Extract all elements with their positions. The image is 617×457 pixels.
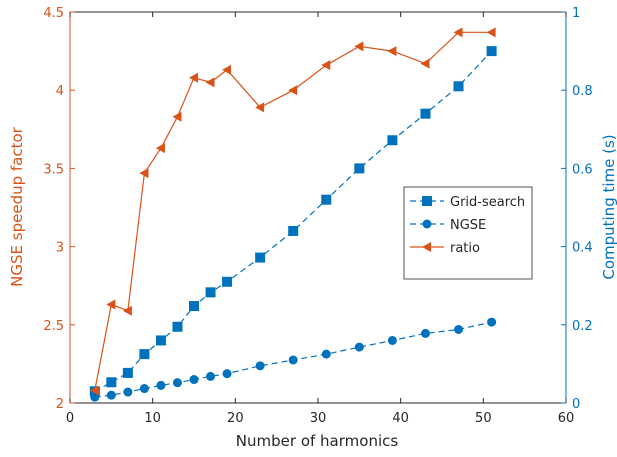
y-right-tick-label: 0.8 — [572, 84, 593, 99]
data-point-ratio — [453, 27, 463, 38]
y-right-tick-label: 0.4 — [572, 241, 593, 256]
y-left-tick-label: 4.5 — [43, 6, 64, 21]
data-point-ngse — [123, 387, 133, 397]
x-tick-label: 10 — [144, 411, 161, 426]
series-ratio — [89, 27, 496, 396]
data-point-grid-search — [139, 349, 150, 360]
data-point-ngse — [222, 369, 232, 379]
data-point-ratio — [354, 41, 364, 52]
y-left-tick-label: 4 — [56, 84, 64, 99]
data-point-ratio — [189, 72, 198, 83]
data-point-grid-search — [387, 135, 398, 146]
y-right-tick-label: 1 — [572, 6, 580, 21]
x-tick-label: 30 — [310, 411, 327, 426]
data-point-ratio — [172, 111, 182, 122]
data-point-ratio — [255, 102, 265, 113]
y-left-tick-label: 3 — [56, 241, 64, 256]
data-point-ratio — [155, 143, 165, 154]
data-point-ratio — [288, 85, 298, 96]
data-point-ngse — [106, 390, 116, 400]
data-point-ngse — [288, 355, 298, 365]
data-point-ngse — [387, 335, 397, 345]
data-point-ratio — [486, 27, 496, 38]
data-point-ratio — [139, 168, 149, 179]
data-point-grid-search — [205, 287, 216, 298]
series-ngse — [90, 317, 497, 402]
legend-label-ratio: ratio — [450, 241, 480, 256]
legend-marker-ngse — [422, 219, 432, 229]
data-point-grid-search — [172, 321, 183, 332]
data-point-ngse — [354, 342, 364, 352]
data-point-grid-search — [288, 225, 299, 236]
data-point-ngse — [90, 392, 100, 402]
data-point-grid-search — [189, 301, 199, 312]
legend-label-ngse: NGSE — [450, 218, 486, 233]
y-axis-right-label: Computing time (s) — [600, 134, 617, 279]
y-right-tick-label: 0 — [572, 397, 580, 412]
legend-marker-ratio — [422, 242, 431, 252]
data-point-ngse — [139, 384, 149, 394]
legend-marker-grid-search — [422, 196, 432, 206]
data-point-ngse — [487, 317, 497, 327]
data-point-grid-search — [222, 276, 233, 287]
data-point-grid-search — [155, 335, 166, 346]
data-point-ratio — [205, 77, 215, 88]
y-right-tick-label: 0.6 — [572, 162, 593, 177]
y-left-tick-label: 2.5 — [43, 319, 64, 334]
series-layer — [89, 27, 497, 402]
data-point-ngse — [172, 378, 182, 388]
data-point-grid-search — [122, 367, 133, 378]
data-point-ngse — [255, 361, 265, 371]
axes-layer: 0 10 20 30 40 50 60 2 2.5 3 3.5 4 4.5 0 0.2 0.4 0.6 0.8 1 — [43, 6, 592, 426]
y-right-tick-label: 0.2 — [572, 319, 593, 334]
data-point-ratio — [106, 299, 116, 310]
data-point-grid-search — [420, 108, 431, 119]
data-point-grid-search — [453, 81, 464, 92]
x-tick-label: 20 — [227, 411, 244, 426]
x-tick-label: 50 — [475, 411, 492, 426]
data-point-ratio — [122, 305, 132, 316]
data-point-grid-search — [255, 252, 266, 263]
data-point-ngse — [454, 324, 464, 334]
legend-label-grid-search: Grid-search — [450, 195, 525, 210]
data-point-ngse — [156, 380, 166, 390]
y-left-tick-label: 3.5 — [43, 162, 64, 177]
data-point-ratio — [420, 58, 430, 69]
data-point-ngse — [189, 375, 199, 385]
data-point-grid-search — [486, 46, 497, 57]
y-axis-left-label: NGSE speedup factor — [8, 126, 26, 287]
data-point-ngse — [420, 328, 430, 338]
x-axis-label: Number of harmonics — [236, 432, 399, 450]
data-point-ratio — [222, 64, 232, 75]
data-point-ratio — [387, 46, 397, 57]
x-tick-label: 40 — [392, 411, 409, 426]
data-point-ratio — [89, 385, 99, 396]
data-point-grid-search — [354, 163, 365, 174]
data-point-ngse — [321, 349, 331, 359]
legend: Grid-search NGSE ratio — [403, 186, 533, 280]
x-tick-label: 60 — [558, 411, 575, 426]
data-point-grid-search — [321, 194, 332, 205]
data-point-ratio — [321, 60, 331, 71]
data-point-grid-search — [106, 377, 117, 388]
y-left-tick-label: 2 — [56, 397, 64, 412]
x-tick-label: 0 — [66, 411, 74, 426]
data-point-ngse — [206, 371, 216, 381]
